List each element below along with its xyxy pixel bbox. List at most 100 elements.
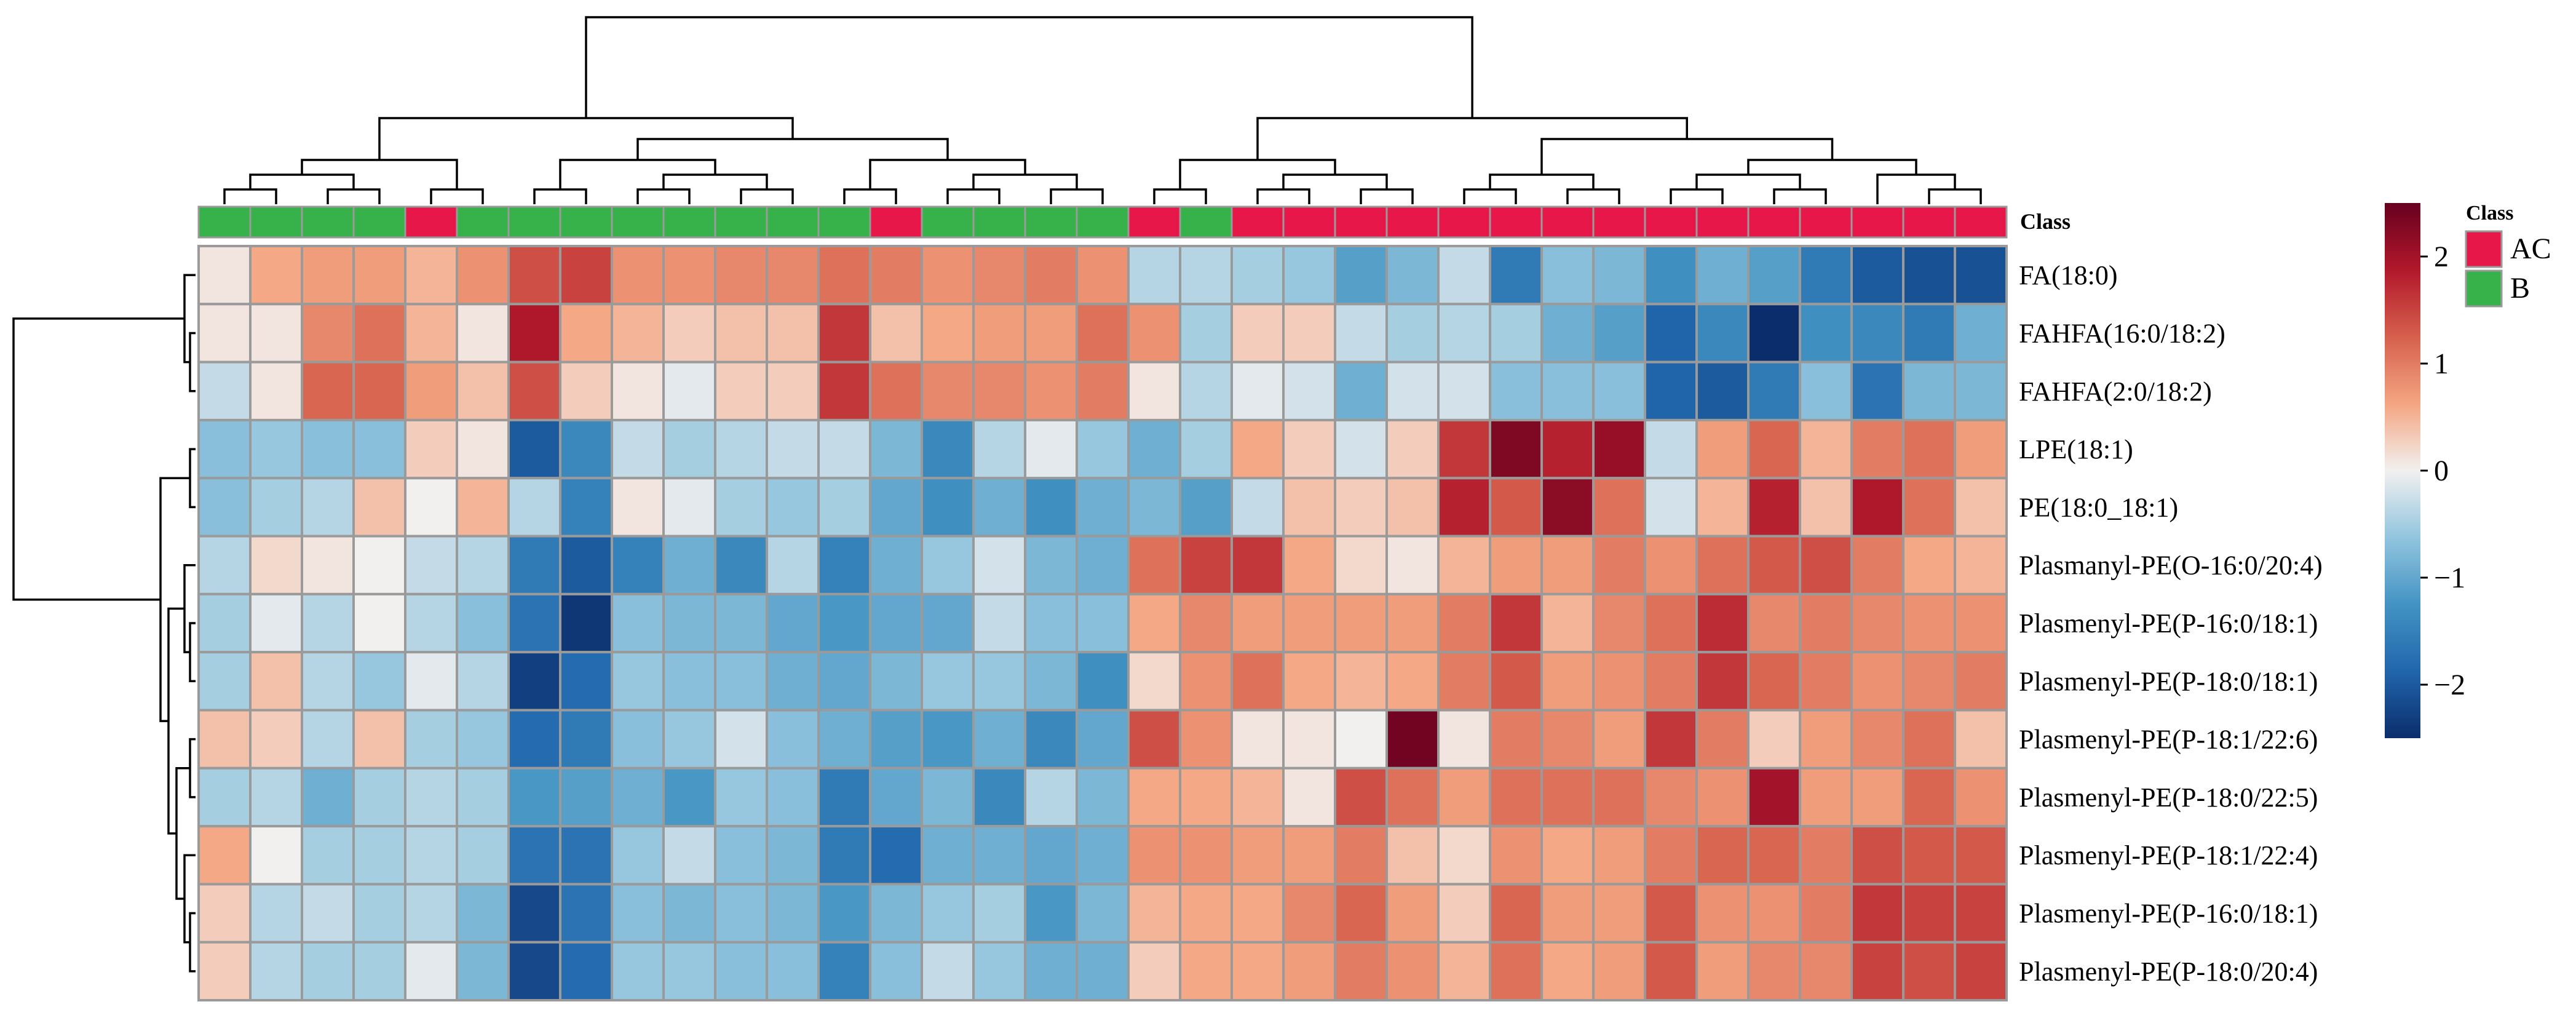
- heatmap-border: [197, 245, 2008, 1001]
- legend-swatch-B: [2465, 269, 2503, 308]
- heatmap-cell: [1489, 303, 1543, 364]
- heatmap-cell: [1747, 709, 1801, 770]
- heatmap-cell: [766, 825, 820, 886]
- class-cell-B: [611, 205, 665, 239]
- heatmap-cell: [1902, 883, 1956, 944]
- class-cell-B: [249, 205, 303, 239]
- heatmap-cell: [972, 303, 1026, 364]
- heatmap-cell: [1334, 941, 1388, 1001]
- heatmap-cell: [352, 883, 406, 944]
- color-scale-gradient: [2385, 203, 2420, 738]
- heatmap-cell: [1334, 418, 1388, 480]
- heatmap-cell: [1334, 825, 1388, 886]
- dendrogram-branch: [1695, 173, 1801, 189]
- dendrogram-branch: [1360, 188, 1414, 204]
- heatmap-cell: [1540, 303, 1595, 364]
- heatmap-cell: [1954, 709, 2008, 770]
- heatmap-cell: [1282, 651, 1336, 712]
- heatmap-cell: [1127, 360, 1181, 421]
- heatmap-cell: [1489, 535, 1543, 595]
- heatmap-cell: [869, 245, 923, 306]
- color-scale-tick-label: 0: [2434, 455, 2449, 487]
- heatmap-cell: [1954, 651, 2008, 712]
- class-cell-B: [456, 205, 510, 239]
- heatmap-cell: [1747, 766, 1801, 828]
- heatmap-cell: [507, 825, 561, 886]
- heatmap-cell: [1076, 303, 1130, 364]
- heatmap-cell: [559, 941, 613, 1001]
- heatmap-cell: [611, 303, 665, 364]
- heatmap-cell: [559, 245, 613, 306]
- heatmap-cell: [714, 418, 768, 480]
- heatmap-cell: [404, 592, 458, 654]
- heatmap-cell: [197, 477, 252, 538]
- heatmap-cell: [1179, 245, 1233, 306]
- heatmap-cell: [921, 709, 975, 770]
- legend-label: AC: [2510, 233, 2551, 265]
- heatmap-cell: [352, 941, 406, 1001]
- heatmap-cell: [456, 477, 510, 538]
- heatmap-cell: [1179, 360, 1233, 421]
- heatmap-cell: [1747, 941, 1801, 1001]
- heatmap-cell: [1231, 360, 1285, 421]
- heatmap-cell: [1644, 592, 1698, 654]
- heatmap-cell: [1695, 360, 1750, 421]
- heatmap-cell: [1437, 592, 1491, 654]
- heatmap-cell: [1954, 592, 2008, 654]
- row-label: Plasmenyl-PE(P-16:0/18:1): [2019, 899, 2318, 929]
- heatmap-cell: [1695, 825, 1750, 886]
- heatmap-cell: [921, 418, 975, 480]
- heatmap-cell: [1282, 825, 1336, 886]
- heatmap-cell: [1954, 883, 2008, 944]
- heatmap-cell: [1799, 766, 1853, 828]
- heatmap-cell: [456, 883, 510, 944]
- class-cell-AC: [1850, 205, 1904, 239]
- heatmap-cell: [249, 592, 303, 654]
- heatmap-cell: [1540, 535, 1595, 595]
- heatmap-cell: [972, 709, 1026, 770]
- heatmap-cell: [714, 535, 768, 595]
- heatmap-cell: [507, 360, 561, 421]
- heatmap-cell: [1076, 709, 1130, 770]
- heatmap-cell: [197, 535, 252, 595]
- heatmap-cell: [1282, 592, 1336, 654]
- heatmap-cell: [1902, 477, 1956, 538]
- heatmap-cell: [1850, 245, 1904, 306]
- heatmap-cell: [249, 651, 303, 712]
- row-label: Plasmanyl-PE(O-16:0/20:4): [2019, 551, 2323, 581]
- heatmap-cell: [1385, 245, 1440, 306]
- heatmap-cell: [1231, 477, 1285, 538]
- dendrogram-branch: [533, 188, 587, 204]
- heatmap-cell: [972, 941, 1026, 1001]
- dendrogram-branch: [843, 188, 897, 204]
- heatmap-cell: [1282, 766, 1336, 828]
- heatmap-cell: [714, 651, 768, 712]
- heatmap-cell: [1592, 651, 1646, 712]
- heatmap-cell: [1489, 360, 1543, 421]
- heatmap-cell: [1334, 477, 1388, 538]
- heatmap-cell: [1954, 477, 2008, 538]
- heatmap-cell: [921, 766, 975, 828]
- heatmap-cell: [766, 418, 820, 480]
- heatmap-cell: [714, 360, 768, 421]
- heatmap-cell: [1437, 360, 1491, 421]
- heatmap-cell: [1592, 883, 1646, 944]
- heatmap-cell: [1179, 418, 1233, 480]
- heatmap-cell: [559, 766, 613, 828]
- heatmap-cell: [766, 709, 820, 770]
- heatmap-cell: [197, 766, 252, 828]
- heatmap-cell: [766, 535, 820, 595]
- heatmap-cell: [559, 477, 613, 538]
- heatmap-cell: [456, 766, 510, 828]
- heatmap-cell: [1902, 651, 1956, 712]
- heatmap-cell: [1695, 766, 1750, 828]
- heatmap-cell: [1489, 592, 1543, 654]
- dendrogram-branch: [1282, 173, 1388, 189]
- heatmap-cell: [766, 651, 820, 712]
- class-cell-AC: [1282, 205, 1336, 239]
- heatmap-cell: [1902, 245, 1956, 306]
- dendrogram-branch: [175, 767, 190, 900]
- heatmap-cell: [507, 592, 561, 654]
- heatmap-cell: [352, 651, 406, 712]
- heatmap-cell: [1231, 245, 1285, 306]
